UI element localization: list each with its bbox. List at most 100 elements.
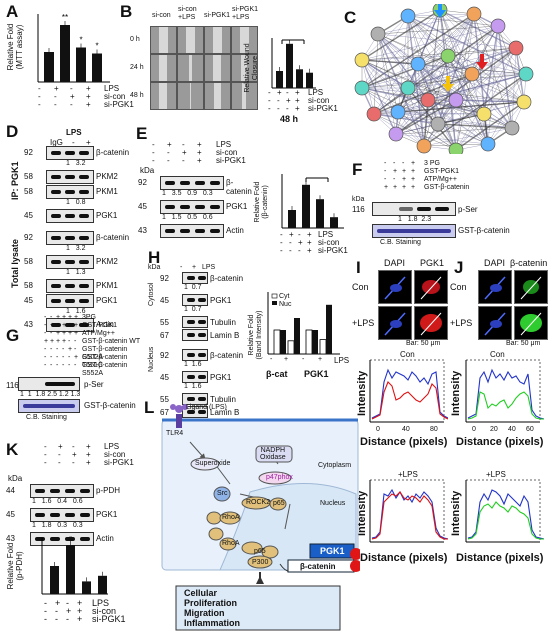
- condition-sign: -: [182, 140, 185, 149]
- blot: [160, 200, 224, 214]
- network-node: [464, 66, 480, 82]
- condition-sign: -: [68, 354, 71, 361]
- panel-f-stain-name: GST-β-catenin: [458, 226, 510, 235]
- blot-kda: 67: [160, 408, 169, 417]
- condition-row: - + + + + + GST-PGK1: [44, 322, 144, 330]
- condition-sign: +: [286, 96, 291, 105]
- condition-sign: -: [268, 96, 271, 105]
- l-cytoplasm: Cytoplasm: [318, 462, 352, 469]
- a-sig-2: *: [79, 36, 82, 45]
- condition-label: LPS: [216, 140, 232, 149]
- blot: [46, 279, 94, 293]
- blot: [182, 294, 208, 306]
- blot-name: Actin: [96, 320, 114, 329]
- condition-sign: +: [86, 450, 91, 459]
- blot-name: PKM2: [96, 257, 118, 266]
- condition-sign: +: [277, 88, 282, 97]
- panel-g-pser-blot: [18, 377, 80, 391]
- condition-label: si-PGK1: [318, 246, 348, 255]
- condition-label: 3 PG: [424, 160, 440, 167]
- blot: [182, 349, 208, 361]
- condition-sign: -: [384, 168, 387, 175]
- l-outcome-3: Inflammation: [184, 618, 241, 628]
- blot-kda: 43: [138, 226, 147, 235]
- condition-sign: -: [167, 156, 170, 165]
- panel-g-stain: C.B. Staining: [26, 414, 67, 421]
- profile-line-dapi: [371, 368, 448, 419]
- panel-label-d: D: [6, 122, 19, 141]
- condition-sign: -: [55, 614, 58, 624]
- blot-name: PKM2: [96, 172, 118, 181]
- condition-sign: -: [38, 84, 41, 93]
- condition-label: si-PGK1: [308, 104, 338, 113]
- condition-sign: +: [402, 168, 407, 175]
- panel-f-kda-val: 116: [352, 205, 365, 214]
- condition-label: LPS: [104, 84, 120, 93]
- blot: [46, 170, 94, 184]
- condition-sign: -: [72, 458, 75, 467]
- condition-sign: -: [152, 148, 155, 157]
- condition-row: + + + + GST-β-catenin: [384, 184, 534, 192]
- condition-sign: +: [44, 338, 49, 345]
- condition-row: - - - + si-PGK1: [44, 614, 154, 624]
- condition-row: + + + + - - GST-β-catenin WT: [44, 338, 144, 346]
- condition-label: si-con: [104, 450, 126, 459]
- l-p300: P300: [252, 559, 269, 566]
- b-bar-1: [286, 43, 293, 88]
- condition-sign: -: [56, 362, 59, 369]
- condition-sign: -: [44, 598, 47, 608]
- condition-sign: +: [70, 92, 75, 101]
- condition-sign: -: [286, 104, 289, 113]
- blot-quant: 1 0.7: [184, 306, 202, 313]
- condition-row: - - + + si-con: [44, 606, 154, 616]
- condition-sign: -: [393, 176, 396, 183]
- blot-name: PGK1: [226, 202, 248, 211]
- wound-image: [177, 54, 204, 82]
- l-nadph: NADPH Oxidase: [260, 447, 286, 461]
- blot-name: Lamin B: [210, 331, 240, 340]
- condition-sign: -: [44, 354, 47, 361]
- panel-k-conditions: - + - + LPS - - + + si-con - - - + si-PGK1: [44, 442, 144, 467]
- condition-sign: +: [411, 168, 416, 175]
- blot-quant: 1 1.8 0.3 0.3: [32, 522, 83, 529]
- blot-name: β-catenin: [210, 351, 244, 360]
- condition-sign: +: [298, 238, 303, 247]
- condition-label: GST-β-catenin: [424, 184, 470, 191]
- condition-sign: +: [197, 148, 202, 157]
- condition-label: GST-PGK1: [82, 322, 118, 329]
- panel-g-blot-name: p-Ser: [84, 380, 104, 389]
- condition-row: - - - - + - GST-β-catenin S502A: [44, 346, 144, 361]
- panel-j-profile-con: [465, 359, 544, 423]
- profile-line-dapi: [467, 489, 544, 540]
- e-bar-1: [302, 184, 310, 228]
- condition-label: si-PGK1: [92, 614, 126, 624]
- condition-row: - - + + si-con: [152, 148, 272, 157]
- condition-row: - - + + si-con: [280, 238, 350, 247]
- condition-row: - - - + si-PGK1: [280, 246, 350, 255]
- panel-j-con-bcat: [514, 270, 548, 304]
- condition-row: - + - + LPS: [38, 84, 138, 93]
- condition-sign: +: [68, 314, 73, 321]
- blot-name: PGK1: [210, 296, 232, 305]
- panel-j-lps-bcat: [514, 306, 548, 340]
- l-bcat-box: β-catenin: [300, 562, 336, 571]
- condition-label: LPS: [318, 230, 334, 239]
- condition-sign: +: [50, 338, 55, 345]
- l-tlr4: TLR4: [166, 430, 184, 437]
- panel-g-conditions: - - + + + +3PG - + + + + + GST-PGK1- - + + + + ATP/Mg++ + + +…: [44, 314, 144, 377]
- blot: [160, 176, 224, 190]
- condition-sign: -: [289, 246, 292, 255]
- panel-c-network: [354, 4, 534, 154]
- condition-sign: -: [58, 450, 61, 459]
- blot: [30, 484, 94, 498]
- condition-row: - - - + si-PGK1: [44, 458, 144, 467]
- blot-kda: 45: [160, 373, 169, 382]
- condition-sign: +: [68, 330, 73, 337]
- condition-row: - + - + LPS: [280, 230, 350, 239]
- condition-label: si-con: [318, 238, 340, 247]
- condition-sign: +: [86, 92, 91, 101]
- h-cyt-bar-3: [319, 339, 327, 355]
- condition-sign: -: [393, 160, 396, 167]
- condition-sign: +: [74, 354, 79, 361]
- blot: [182, 316, 208, 328]
